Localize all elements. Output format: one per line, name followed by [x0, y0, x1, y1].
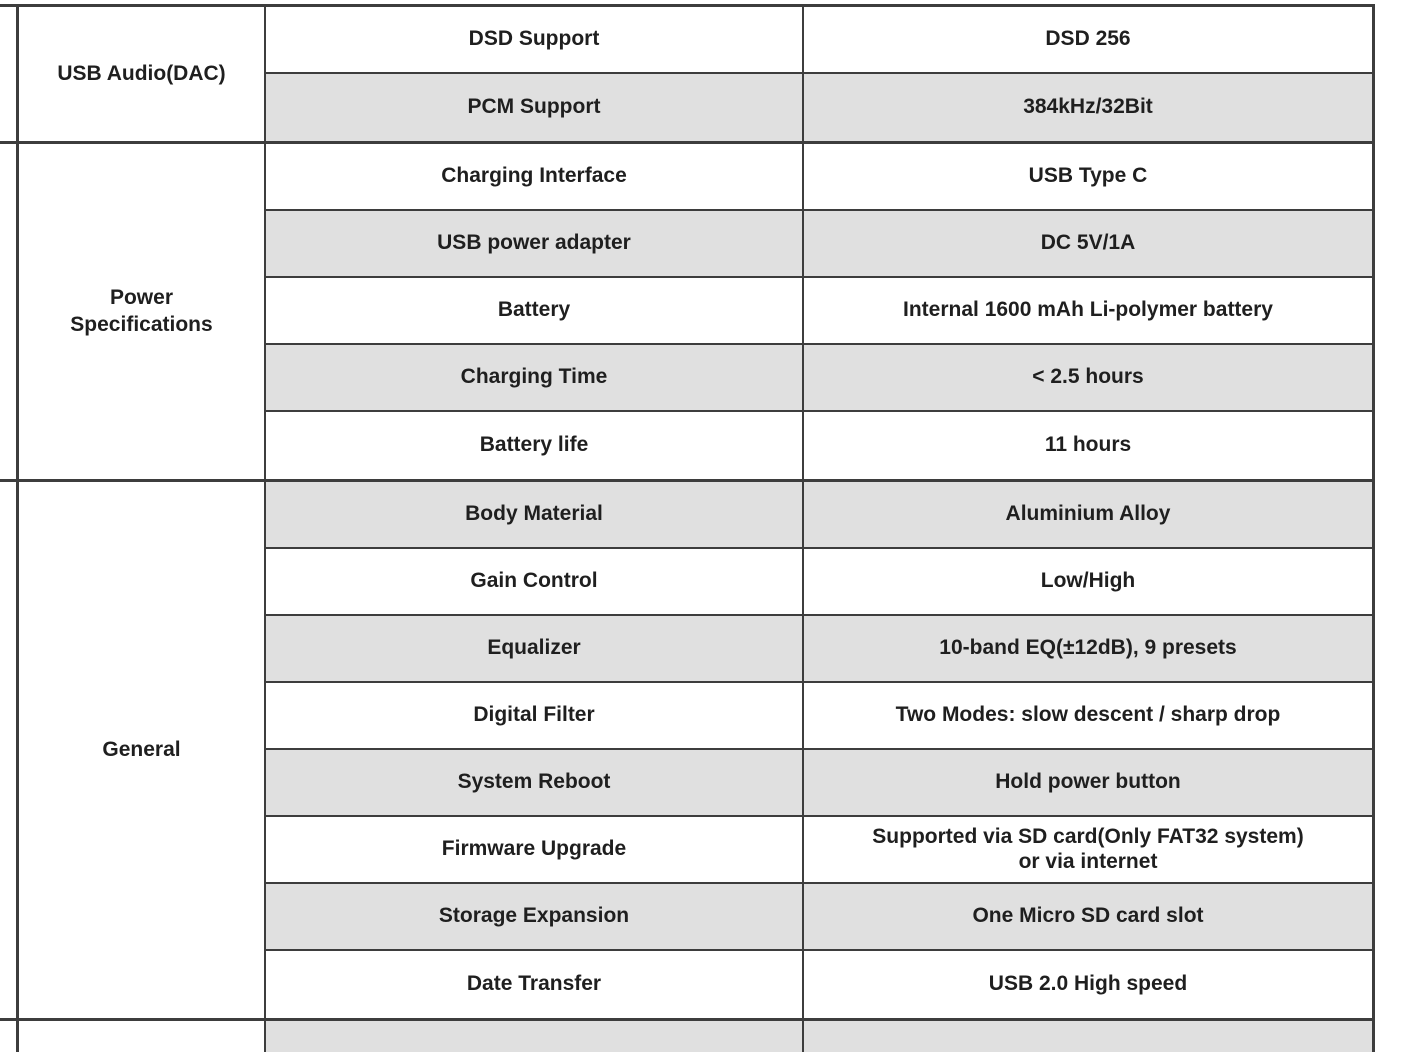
spec-label: Firmware Upgrade [266, 817, 804, 882]
spec-label [266, 1021, 804, 1052]
spec-row-body-material: Body Material Aluminium Alloy [266, 482, 1375, 549]
spec-row-pcm-support: PCM Support 384kHz/32Bit [266, 74, 1375, 141]
category-cell-power-specifications: Power Specifications [16, 144, 266, 479]
spec-value: Low/High [804, 549, 1375, 614]
spec-row-charging-time: Charging Time < 2.5 hours [266, 345, 1375, 412]
category-cell-usb-audio-dac: USB Audio(DAC) [16, 7, 266, 141]
table-left-margin [0, 144, 16, 479]
spec-label: Charging Interface [266, 144, 804, 209]
spec-table: USB Audio(DAC) DSD Support DSD 256 PCM S… [0, 4, 1375, 1052]
category-cell-cropped [16, 1021, 266, 1052]
spec-value: Aluminium Alloy [804, 482, 1375, 547]
spec-value: DC 5V/1A [804, 211, 1375, 276]
spec-label: USB power adapter [266, 211, 804, 276]
table-left-margin [0, 1021, 16, 1052]
spec-value: < 2.5 hours [804, 345, 1375, 410]
spec-label: Charging Time [266, 345, 804, 410]
spec-value: USB 2.0 High speed [804, 951, 1375, 1018]
spec-label: DSD Support [266, 7, 804, 72]
spec-row-storage-expansion: Storage Expansion One Micro SD card slot [266, 884, 1375, 951]
spec-row-cropped [266, 1021, 1375, 1052]
spec-value: USB Type C [804, 144, 1375, 209]
spec-value [804, 1021, 1375, 1052]
spec-row-gain-control: Gain Control Low/High [266, 549, 1375, 616]
category-cell-general: General [16, 482, 266, 1018]
table-left-margin [0, 7, 16, 141]
spec-row-digital-filter: Digital Filter Two Modes: slow descent /… [266, 683, 1375, 750]
spec-label: PCM Support [266, 74, 804, 141]
section-rows: DSD Support DSD 256 PCM Support 384kHz/3… [266, 7, 1375, 141]
spec-value: Supported via SD card(Only FAT32 system)… [804, 817, 1375, 882]
spec-value: Two Modes: slow descent / sharp drop [804, 683, 1375, 748]
spec-label: Date Transfer [266, 951, 804, 1018]
section-rows: Charging Interface USB Type C USB power … [266, 144, 1375, 479]
spec-section-cropped [0, 1021, 1375, 1052]
section-rows: Body Material Aluminium Alloy Gain Contr… [266, 482, 1375, 1018]
spec-label: System Reboot [266, 750, 804, 815]
table-left-margin [0, 482, 16, 1018]
spec-label: Storage Expansion [266, 884, 804, 949]
spec-value: Internal 1600 mAh Li-polymer battery [804, 278, 1375, 343]
spec-label: Equalizer [266, 616, 804, 681]
spec-value: 384kHz/32Bit [804, 74, 1375, 141]
spec-row-dsd-support: DSD Support DSD 256 [266, 7, 1375, 74]
spec-label: Body Material [266, 482, 804, 547]
spec-row-date-transfer: Date Transfer USB 2.0 High speed [266, 951, 1375, 1018]
spec-section-power-specifications: Power Specifications Charging Interface … [0, 144, 1375, 482]
spec-section-general: General Body Material Aluminium Alloy Ga… [0, 482, 1375, 1021]
section-rows [266, 1021, 1375, 1052]
spec-value: 10-band EQ(±12dB), 9 presets [804, 616, 1375, 681]
spec-value: One Micro SD card slot [804, 884, 1375, 949]
spec-label: Battery [266, 278, 804, 343]
spec-row-battery-life: Battery life 11 hours [266, 412, 1375, 479]
spec-row-firmware-upgrade: Firmware Upgrade Supported via SD card(O… [266, 817, 1375, 884]
spec-row-charging-interface: Charging Interface USB Type C [266, 144, 1375, 211]
spec-value: Hold power button [804, 750, 1375, 815]
spec-value: DSD 256 [804, 7, 1375, 72]
spec-row-usb-power-adapter: USB power adapter DC 5V/1A [266, 211, 1375, 278]
spec-label: Digital Filter [266, 683, 804, 748]
spec-row-battery: Battery Internal 1600 mAh Li-polymer bat… [266, 278, 1375, 345]
spec-label: Battery life [266, 412, 804, 479]
spec-section-usb-audio-dac: USB Audio(DAC) DSD Support DSD 256 PCM S… [0, 4, 1375, 144]
spec-value: 11 hours [804, 412, 1375, 479]
spec-row-equalizer: Equalizer 10-band EQ(±12dB), 9 presets [266, 616, 1375, 683]
spec-row-system-reboot: System Reboot Hold power button [266, 750, 1375, 817]
spec-label: Gain Control [266, 549, 804, 614]
